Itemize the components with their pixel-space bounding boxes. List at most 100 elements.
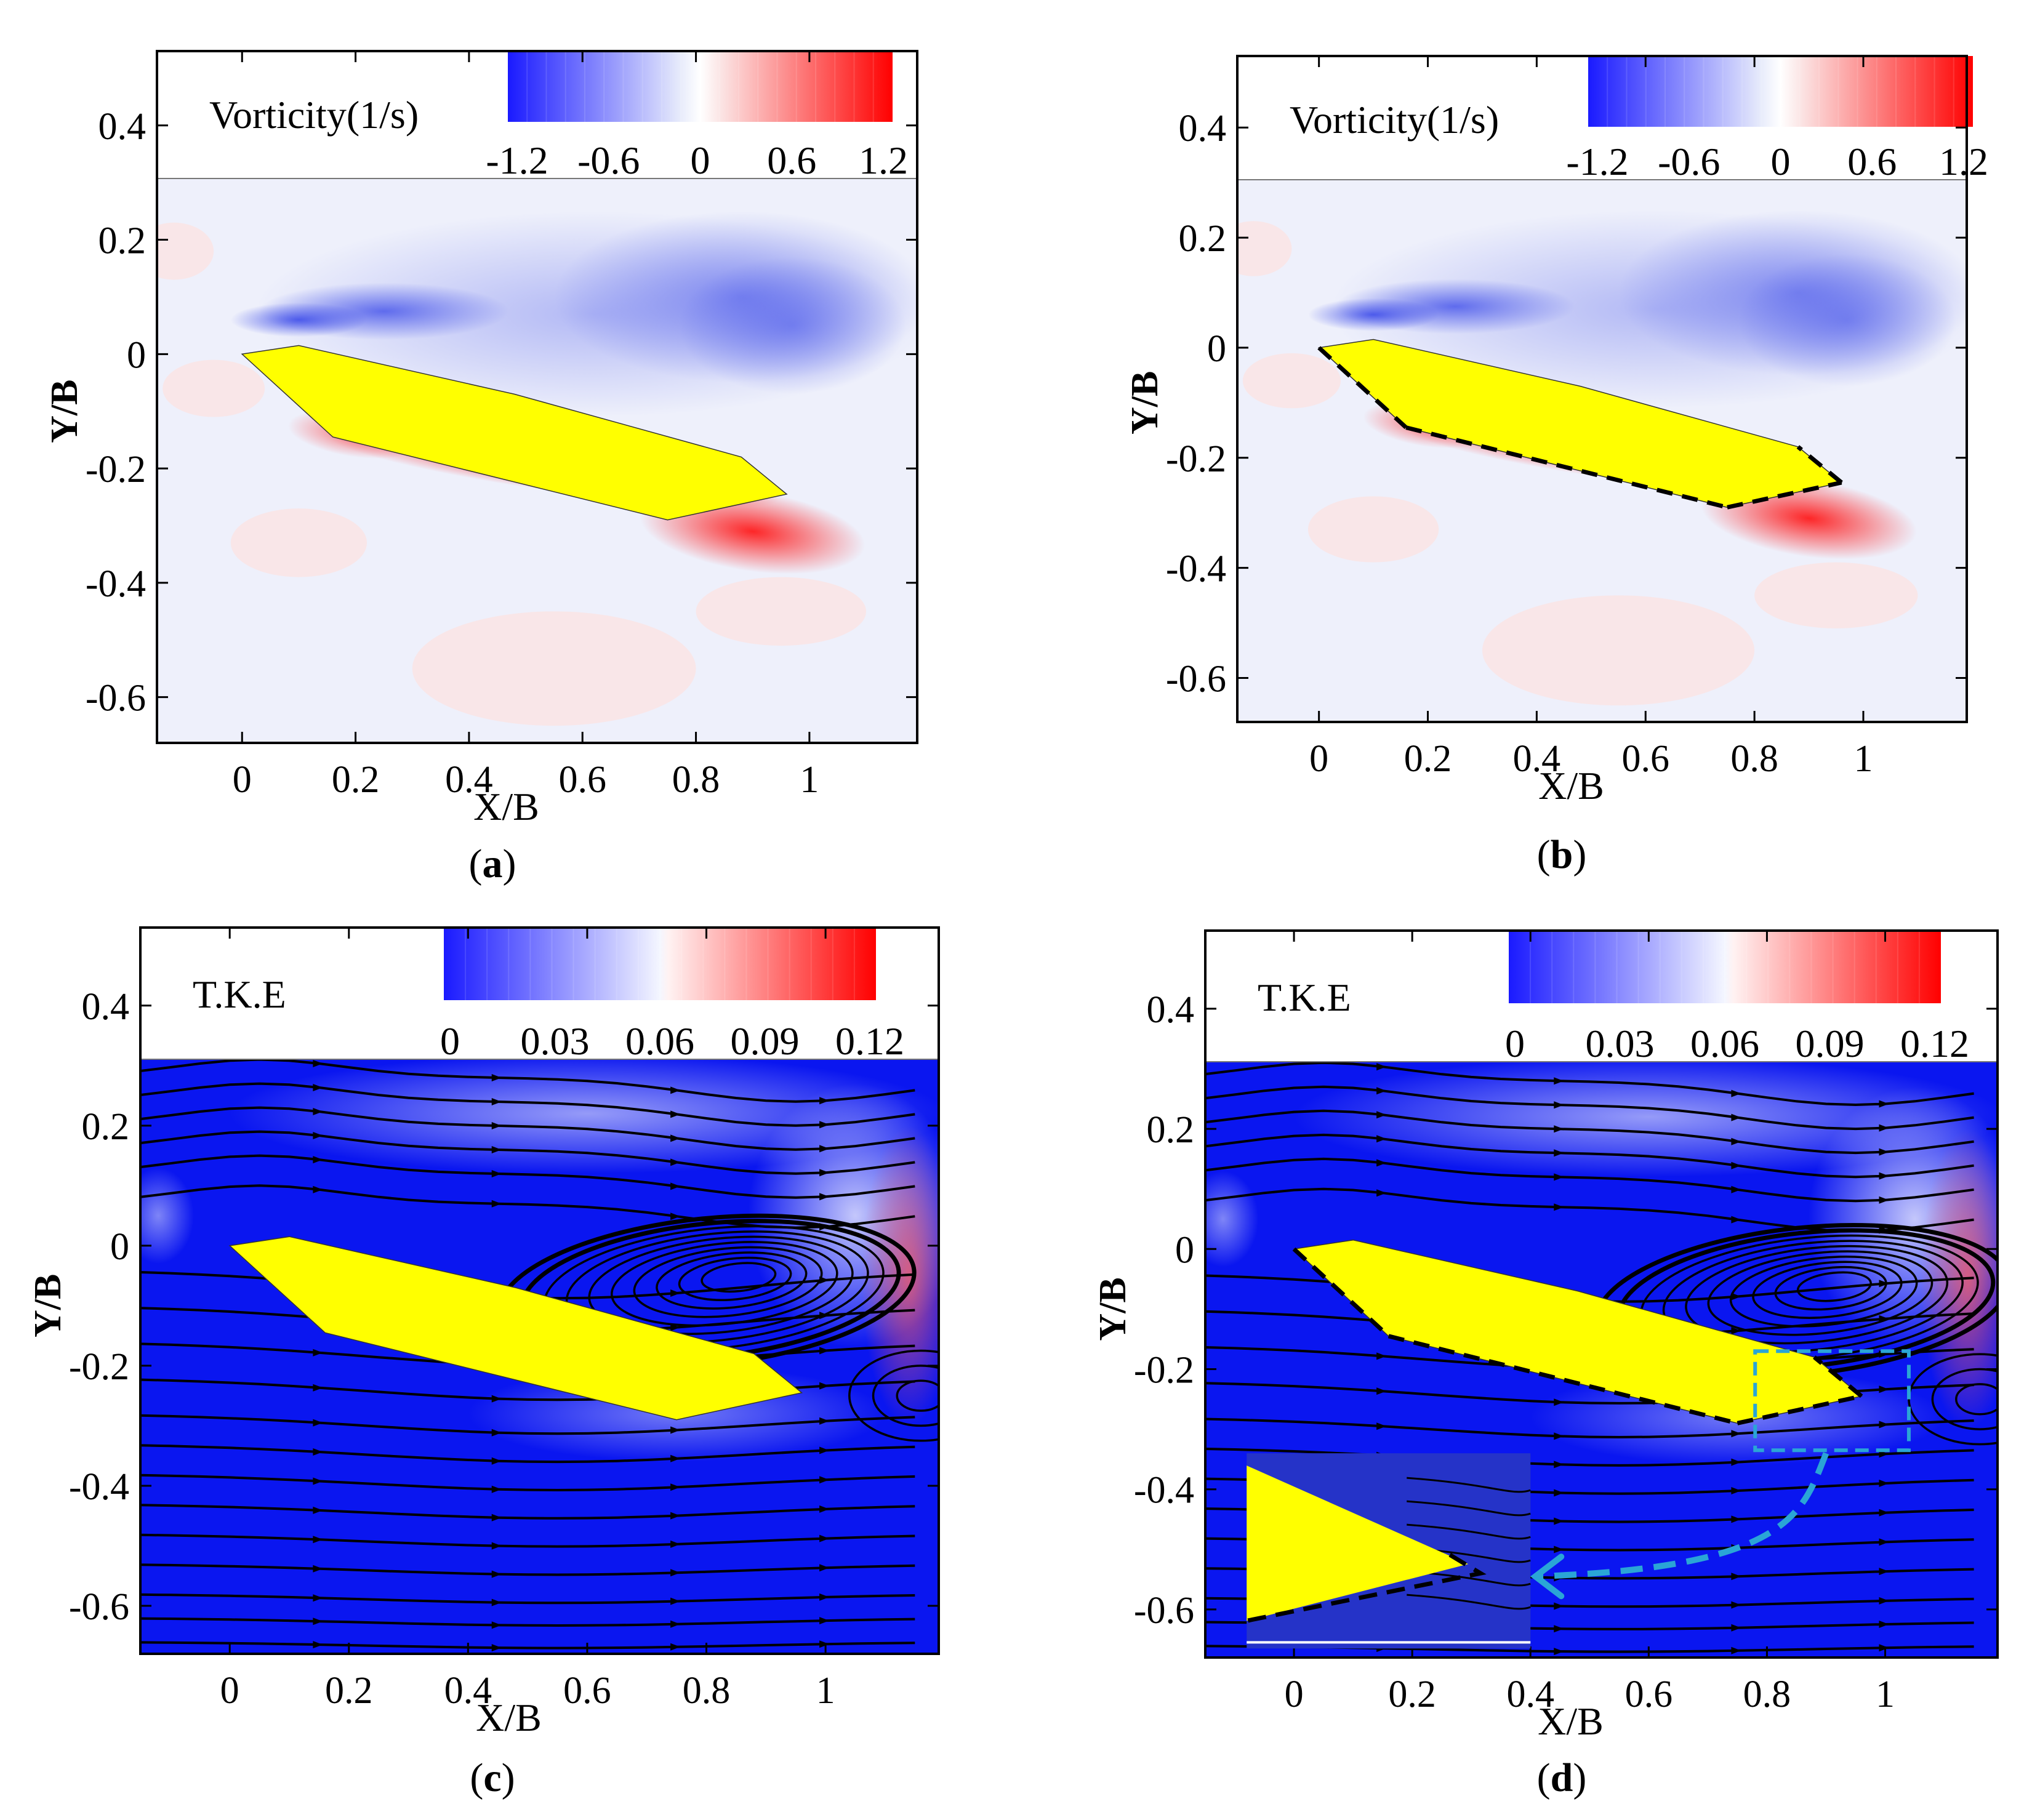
x-tick-label: 0.4 xyxy=(1513,738,1561,780)
streamline-arrow xyxy=(819,1169,830,1177)
streamline-arrow xyxy=(1879,1538,1889,1546)
vortex-streamline xyxy=(633,1246,823,1318)
streamline-arrow xyxy=(819,1347,830,1355)
streamline-arrow xyxy=(313,1536,323,1544)
streamline-arrow xyxy=(1554,1648,1564,1656)
streamline-arrow xyxy=(1879,1421,1889,1429)
weak-positive-patch xyxy=(163,359,265,417)
colorbar xyxy=(1588,56,1973,127)
streamline-arrow xyxy=(1879,1385,1889,1393)
streamline-arrow xyxy=(1376,1063,1387,1071)
x-tick-label: 0.2 xyxy=(332,759,380,801)
streamline-arrow xyxy=(313,1384,323,1392)
vortex-streamline xyxy=(1774,1266,1887,1311)
streamline-arrow xyxy=(491,1170,502,1177)
weak-positive-patch xyxy=(696,577,867,646)
streamline-arrow xyxy=(1731,1137,1741,1145)
streamline-arrow xyxy=(1554,1149,1564,1157)
y-tick-label: 0 xyxy=(127,334,146,376)
plot-frame xyxy=(156,50,918,744)
inset-streamline xyxy=(1407,1594,1531,1610)
colorbar-tick-label: -1.2 xyxy=(1566,140,1628,183)
streamline-arrow xyxy=(1879,1568,1889,1576)
hexagonal-body xyxy=(228,1236,803,1421)
streamline-arrow xyxy=(491,1542,502,1550)
legend-title: Vorticity(1/s) xyxy=(1290,98,1499,142)
streamline-arrow xyxy=(1879,1196,1889,1204)
streamline-arrow xyxy=(1376,1135,1387,1143)
vortex-streamline xyxy=(1752,1261,1903,1319)
streamline-arrow xyxy=(819,1382,830,1390)
streamline-arrow xyxy=(1879,1644,1889,1652)
streamline-arrow xyxy=(819,1476,830,1484)
colorbar-tick-label: 1.2 xyxy=(859,138,908,182)
streamline-arrow xyxy=(313,1618,323,1626)
y-tick-label: 0.2 xyxy=(1179,218,1227,260)
colorbar-tick-label: 0.09 xyxy=(731,1019,800,1063)
streamline xyxy=(140,1563,915,1576)
streamline-arrow xyxy=(313,1060,323,1067)
streamline-arrow xyxy=(1879,1124,1889,1132)
streamline-arrow xyxy=(313,1477,323,1485)
streamline-arrow xyxy=(819,1640,830,1648)
y-axis-label: Y/B xyxy=(1124,371,1166,435)
weak-positive-patch xyxy=(412,611,696,726)
negative-vorticity-region xyxy=(1738,254,1956,387)
vortex-streamline xyxy=(1707,1250,1934,1336)
streamline-arrow xyxy=(491,1074,502,1081)
legend-title: Vorticity(1/s) xyxy=(209,93,419,137)
modified-edge-dashed xyxy=(1317,346,1408,430)
streamline-arrow xyxy=(491,1598,502,1606)
streamline-arrow xyxy=(491,1395,502,1403)
y-axis-label: Y/B xyxy=(44,380,86,443)
modified-edge-dashed xyxy=(1813,1355,1863,1398)
y-tick-label: -0.4 xyxy=(86,563,146,605)
modified-edge-dashed xyxy=(1405,425,1728,510)
streamline-arrow xyxy=(1554,1625,1564,1633)
x-axis-label: X/B xyxy=(476,1696,542,1739)
moderate-tke-region xyxy=(140,1168,195,1264)
streamline xyxy=(140,1473,915,1492)
inset-streamline xyxy=(1407,1477,1531,1493)
y-tick-label: 0.4 xyxy=(1147,989,1195,1031)
y-tick-label: -0.4 xyxy=(1134,1470,1194,1512)
streamline-arrow xyxy=(1554,1461,1564,1469)
secondary-vortex-streamline xyxy=(872,1365,939,1427)
y-tick-label: -0.6 xyxy=(69,1586,129,1628)
streamline xyxy=(1205,1157,1974,1203)
inset-dashed-edge xyxy=(1246,1553,1487,1623)
x-tick-label: 0.8 xyxy=(1730,738,1778,780)
secondary-vortex-streamline xyxy=(896,1379,939,1412)
x-tick-label: 0 xyxy=(220,1670,239,1712)
vortex-streamline xyxy=(588,1235,854,1335)
streamline-arrow xyxy=(1731,1458,1741,1466)
legend-title: T.K.E xyxy=(193,972,286,1016)
streamline xyxy=(1205,1448,1974,1467)
secondary-vortex-streamline xyxy=(1931,1368,1998,1430)
streamline-arrow xyxy=(1879,1172,1889,1180)
colorbar xyxy=(444,928,876,1000)
streamline-arrow xyxy=(1376,1352,1387,1360)
y-tick-label: -0.4 xyxy=(69,1466,129,1508)
plot-frame xyxy=(1204,929,1999,1659)
negative-vorticity-region xyxy=(678,257,906,395)
y-tick-label: -0.6 xyxy=(1166,658,1226,700)
inset-body xyxy=(1247,1465,1469,1621)
streamline xyxy=(1205,1062,1974,1107)
panel-b: Vorticity(1/s) -1.2 -0.6 0 0.6 1.2 0.4 0.2 0 -0.2… xyxy=(1124,55,1988,877)
streamline-arrow xyxy=(1731,1089,1741,1097)
y-tick-label: 0 xyxy=(110,1226,129,1268)
y-axis-label: Y/B xyxy=(1092,1277,1134,1341)
streamline-arrow xyxy=(313,1419,323,1427)
streamline xyxy=(140,1130,915,1175)
streamline-arrow xyxy=(1879,1597,1889,1605)
colorbar-tick-label: 1.2 xyxy=(1939,140,1988,183)
streamline-arrow xyxy=(1376,1387,1387,1395)
y-tick-label: 0.2 xyxy=(1147,1109,1195,1151)
colorbar-tick-label: -1.2 xyxy=(486,138,548,182)
y-tick-label: 0.2 xyxy=(82,1106,130,1148)
x-tick-label: 1 xyxy=(816,1670,835,1712)
streamline-arrow xyxy=(1554,1173,1564,1181)
streamline-arrow xyxy=(1376,1189,1387,1197)
streamline-arrow xyxy=(1376,1422,1387,1430)
